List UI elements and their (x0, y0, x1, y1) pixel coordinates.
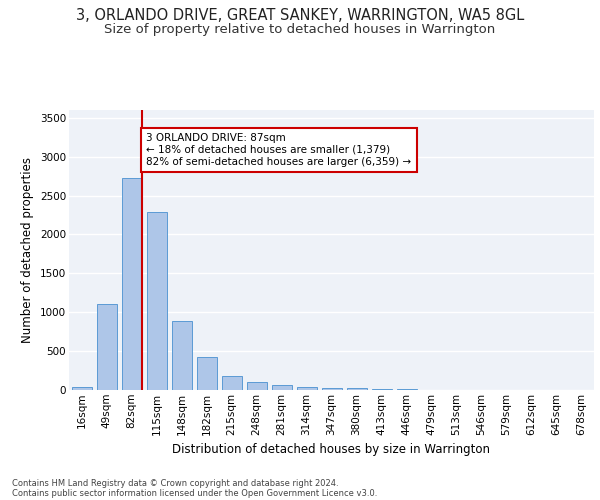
Bar (197, 358, 217, 390)
Text: Size of property relative to detached houses in Warrington: Size of property relative to detached ho… (104, 22, 496, 36)
Bar (221, 376, 241, 390)
Bar (397, 389, 416, 390)
Bar (71, 387, 91, 390)
Bar (347, 388, 367, 390)
Text: Contains HM Land Registry data © Crown copyright and database right 2024.: Contains HM Land Registry data © Crown c… (12, 478, 338, 488)
Bar (97, 304, 116, 390)
Text: 3 ORLANDO DRIVE: 87sqm
← 18% of detached houses are smaller (1,379)
82% of semi-: 3 ORLANDO DRIVE: 87sqm ← 18% of detached… (146, 134, 412, 166)
X-axis label: Distribution of detached houses by size in Warrington: Distribution of detached houses by size … (173, 443, 491, 456)
Bar (271, 386, 292, 390)
Y-axis label: Number of detached properties: Number of detached properties (22, 157, 34, 343)
Bar (121, 178, 142, 390)
Bar (322, 388, 341, 390)
Bar (247, 382, 266, 390)
Text: 3, ORLANDO DRIVE, GREAT SANKEY, WARRINGTON, WA5 8GL: 3, ORLANDO DRIVE, GREAT SANKEY, WARRINGT… (76, 8, 524, 22)
Bar (146, 212, 167, 390)
Bar (296, 387, 317, 390)
Bar (172, 321, 191, 390)
Bar (371, 389, 392, 390)
Text: Contains public sector information licensed under the Open Government Licence v3: Contains public sector information licen… (12, 488, 377, 498)
